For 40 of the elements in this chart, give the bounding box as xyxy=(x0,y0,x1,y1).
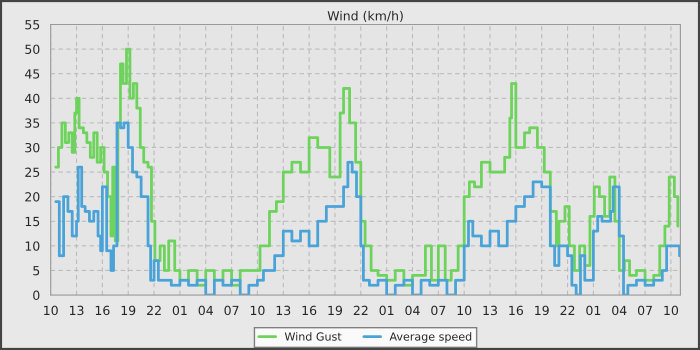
y-tick-label: 40 xyxy=(24,94,40,104)
x-tick-label: 04 xyxy=(612,306,626,316)
x-tick-label: 19 xyxy=(122,306,136,316)
legend-label: Wind Gust xyxy=(284,332,342,341)
x-tick-label: 19 xyxy=(535,306,549,316)
y-tick-label: 50 xyxy=(25,44,40,54)
chart-title: Wind (km/h) xyxy=(328,10,403,22)
x-tick-label: 16 xyxy=(509,306,524,316)
x-tick-label: 22 xyxy=(354,306,368,315)
y-tick-label: 25 xyxy=(25,168,40,177)
x-tick-label: 01 xyxy=(586,306,600,316)
x-tick-label: 22 xyxy=(147,306,161,315)
x-tick-label: 19 xyxy=(328,306,342,316)
x-tick-label: 07 xyxy=(224,306,238,316)
x-tick-label: 04 xyxy=(405,306,420,316)
x-tick-label: 16 xyxy=(96,306,110,316)
y-tick-label: 20 xyxy=(25,192,40,202)
x-tick-label: 13 xyxy=(70,306,84,316)
legend-label: Average speed xyxy=(390,332,472,343)
y-tick-label: 15 xyxy=(26,216,40,226)
x-tick-label: 07 xyxy=(431,306,446,316)
x-tick-label: 10 xyxy=(458,306,472,316)
y-tick-label: 0 xyxy=(33,290,40,300)
y-tick-label: 30 xyxy=(25,142,40,152)
y-tick-label: 10 xyxy=(26,241,40,251)
x-tick-label: 13 xyxy=(276,306,290,316)
x-tick-label: 16 xyxy=(302,306,316,316)
x-tick-label: 01 xyxy=(172,306,187,316)
y-tick-label: 5 xyxy=(33,266,40,276)
y-tick-label: 55 xyxy=(25,20,40,30)
x-tick-label: 07 xyxy=(638,306,652,316)
x-tick-label: 13 xyxy=(483,306,497,316)
x-tick-label: 04 xyxy=(198,306,213,316)
x-tick-label: 10 xyxy=(664,306,678,316)
x-tick-label: 10 xyxy=(250,306,265,316)
y-tick-label: 35 xyxy=(25,118,40,128)
x-tick-label: 10 xyxy=(44,306,58,316)
x-tick-label: 01 xyxy=(380,306,394,316)
y-tick-label: 45 xyxy=(24,69,40,79)
x-tick-label: 22 xyxy=(560,306,574,315)
